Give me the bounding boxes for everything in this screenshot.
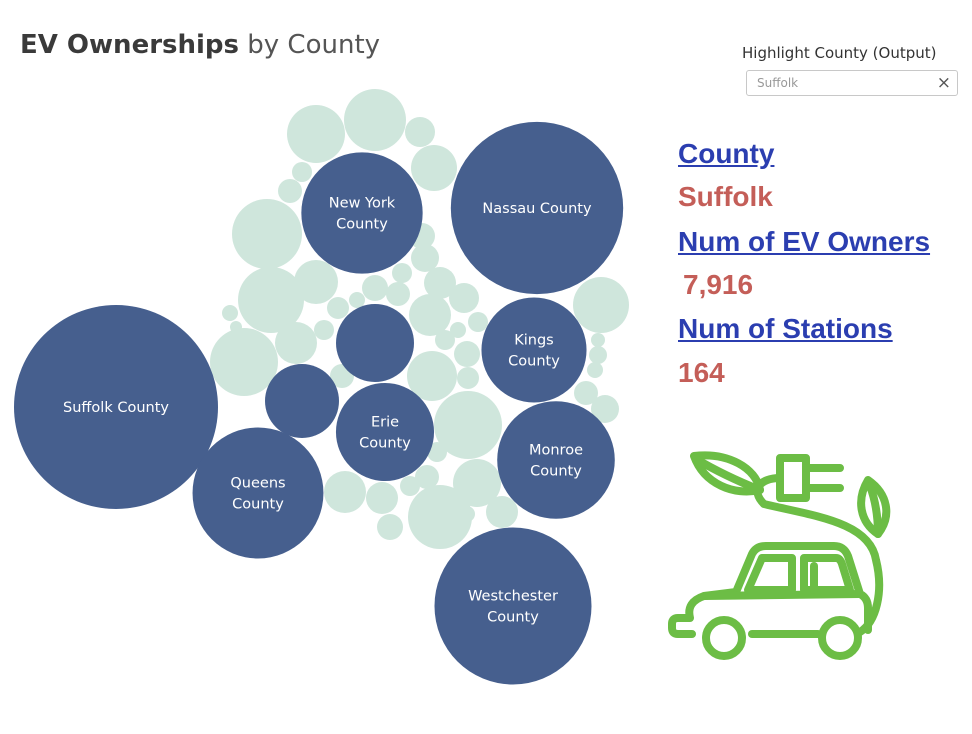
bubble-minor-county[interactable] [278, 179, 302, 203]
bubble-label: New York [329, 196, 396, 212]
bubble-county[interactable] [497, 401, 615, 519]
bubble-minor-county[interactable] [362, 275, 388, 301]
bubble-minor-county[interactable] [449, 283, 479, 313]
bubble-chart[interactable]: Suffolk County Nassau County Westchester Co… [0, 0, 660, 734]
bubble-label: Westchester [468, 589, 558, 605]
bubble-label: County [359, 436, 411, 452]
bubble-unlabeled-county[interactable] [336, 304, 414, 382]
filter-label: Highlight County (Output) [742, 44, 937, 62]
bubble-minor-county[interactable] [409, 294, 451, 336]
bubble-minor-county[interactable] [210, 328, 278, 396]
chart-title: EV Ownerships by County [20, 30, 380, 60]
bubble-minor-county[interactable] [411, 145, 457, 191]
bubble-minor-county[interactable] [415, 465, 439, 489]
bubble-label: Suffolk County [63, 400, 169, 416]
chart-title-bold: EV Ownerships [20, 30, 240, 60]
bubble-minor-county[interactable] [457, 367, 479, 389]
county-value: Suffolk [678, 181, 773, 212]
bubble-label: County [487, 610, 539, 626]
bubble-minor-county[interactable] [275, 322, 317, 364]
bubble-minor-county[interactable] [292, 162, 312, 182]
chart-title-rest: by County [239, 30, 381, 60]
county-heading[interactable]: County [678, 138, 775, 169]
bubble-label: Queens [230, 476, 285, 492]
stations-heading[interactable]: Num of Stations [678, 313, 893, 344]
bubble-county[interactable] [14, 305, 218, 509]
bubble-minor-county[interactable] [222, 305, 238, 321]
bubble-county[interactable] [450, 121, 624, 295]
bubble-minor-county[interactable] [424, 267, 456, 299]
bubble-label: Nassau County [482, 201, 592, 217]
bubble-minor-county[interactable] [435, 330, 455, 350]
bubble-minor-county[interactable] [400, 476, 420, 496]
bubble-county[interactable] [481, 297, 587, 403]
bubble-county[interactable] [335, 382, 435, 482]
bubble-label: County [508, 354, 560, 370]
bubble-minor-county[interactable] [238, 267, 304, 333]
bubble-minor-county[interactable] [287, 105, 345, 163]
bubble-minor-county[interactable] [591, 333, 605, 347]
bubble-county[interactable] [192, 427, 324, 559]
bubble-minor-county[interactable] [349, 292, 365, 308]
bubble-minor-county[interactable] [405, 117, 435, 147]
bubble-minor-county[interactable] [331, 305, 341, 315]
bubble-minor-county[interactable] [589, 346, 607, 364]
bubble-minor-county[interactable] [453, 459, 501, 507]
bubble-minor-county[interactable] [587, 362, 603, 378]
bubble-label: County [530, 464, 582, 480]
bubble-minor-county[interactable] [366, 482, 398, 514]
bubble-minor-county[interactable] [454, 341, 480, 367]
bubble-label: Erie [371, 415, 399, 431]
bubble-label: Monroe [529, 443, 583, 459]
county-filter[interactable]: × [746, 70, 958, 96]
county-filter-input[interactable] [757, 74, 927, 92]
bubble-label: Kings [514, 333, 554, 349]
bubble-minor-county[interactable] [427, 442, 447, 462]
bubble-minor-county[interactable] [386, 282, 410, 306]
ev-owners-value: 7,916 [683, 269, 754, 300]
bubble-county[interactable] [434, 527, 592, 685]
bubble-minor-county[interactable] [294, 260, 338, 304]
bubble-minor-county[interactable] [232, 199, 302, 269]
bubble-minor-county[interactable] [486, 496, 518, 528]
bubble-minor-county[interactable] [411, 244, 439, 272]
clear-icon[interactable]: × [936, 73, 951, 93]
bubble-minor-county[interactable] [459, 506, 475, 522]
bubble-label: County [336, 217, 388, 233]
bubble-unlabeled-county[interactable] [265, 364, 339, 438]
bubble-minor-county[interactable] [314, 320, 334, 340]
bubble-minor-county[interactable] [450, 322, 466, 338]
bubble-minor-county[interactable] [324, 471, 366, 513]
ev-owners-heading[interactable]: Num of EV Owners [678, 226, 931, 257]
bubble-minor-county[interactable] [408, 485, 472, 549]
bubble-minor-county[interactable] [468, 312, 488, 332]
bubble-minor-county[interactable] [434, 391, 502, 459]
bubble-minor-county[interactable] [392, 263, 412, 283]
bubble-minor-county[interactable] [407, 351, 457, 401]
bubble-county[interactable] [301, 152, 423, 274]
bubble-minor-county[interactable] [344, 89, 406, 151]
stations-value: 164 [678, 357, 725, 388]
bubble-minor-county[interactable] [574, 381, 598, 405]
bubble-minor-county[interactable] [591, 395, 619, 423]
ev-car-plug-icon [668, 451, 891, 660]
bubble-label: County [232, 497, 284, 513]
bubble-minor-county[interactable] [230, 321, 242, 333]
bubble-minor-county[interactable] [573, 277, 629, 333]
bubble-minor-county[interactable] [377, 514, 403, 540]
